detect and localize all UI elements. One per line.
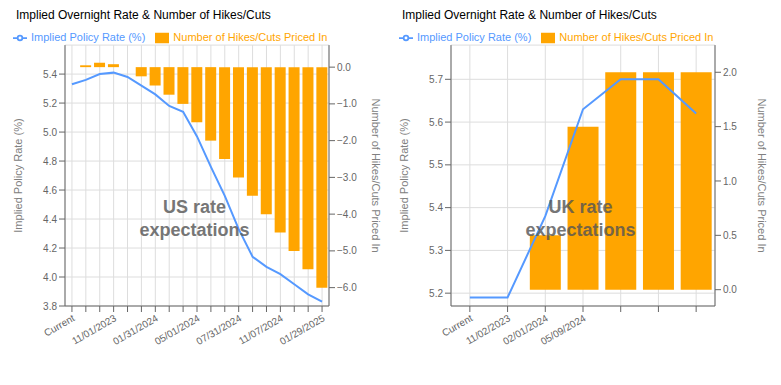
svg-text:01/29/2025: 01/29/2025 [278, 312, 327, 347]
svg-text:11/01/2023: 11/01/2023 [70, 312, 119, 346]
svg-text:5.4: 5.4 [429, 202, 443, 213]
svg-text:1.0: 1.0 [723, 176, 737, 187]
svg-text:4.8: 4.8 [43, 156, 57, 167]
svg-text:Implied Policy Rate (%): Implied Policy Rate (%) [12, 118, 24, 232]
svg-text:5.0: 5.0 [43, 127, 57, 138]
svg-text:05/01/2024: 05/01/2024 [153, 312, 202, 347]
svg-text:Number of Hikes/Cuts Priced In: Number of Hikes/Cuts Priced In [756, 99, 768, 253]
svg-text:−1.0: −1.0 [337, 98, 357, 109]
svg-text:−5.0: −5.0 [337, 245, 357, 256]
html-text:Implied Policy Rate (%): Implied Policy Rate (%) [417, 31, 532, 43]
svg-text:4.4: 4.4 [43, 214, 57, 225]
svg-text:11/07/2024: 11/07/2024 [237, 312, 286, 346]
svg-text:0.5: 0.5 [723, 230, 737, 241]
svg-text:5.6: 5.6 [429, 117, 443, 128]
svg-text:3.8: 3.8 [43, 301, 57, 312]
svg-text:2.0: 2.0 [723, 67, 737, 78]
svg-text:5.3: 5.3 [429, 245, 443, 256]
html-text:Number of Hikes/Cuts Priced In: Number of Hikes/Cuts Priced In [173, 31, 328, 43]
svg-text:4.6: 4.6 [43, 185, 57, 196]
svg-text:11/02/2023: 11/02/2023 [463, 312, 513, 347]
svg-text:4.2: 4.2 [43, 243, 57, 254]
svg-text:−4.0: −4.0 [337, 209, 357, 220]
html-text:Implied Overnight Rate & Numbe: Implied Overnight Rate & Number of Hikes… [402, 8, 657, 22]
svg-text:−2.0: −2.0 [337, 135, 357, 146]
svg-text:1.5: 1.5 [723, 121, 737, 132]
html-text:Implied Overnight Rate & Numbe: Implied Overnight Rate & Number of Hikes… [16, 8, 271, 22]
svg-text:−3.0: −3.0 [337, 172, 357, 183]
svg-text:5.4: 5.4 [43, 69, 57, 80]
svg-text:5.7: 5.7 [429, 74, 443, 85]
svg-text:Number of Hikes/Cuts Priced In: Number of Hikes/Cuts Priced In [370, 99, 382, 253]
svg-text:01/31/2024: 01/31/2024 [111, 312, 160, 347]
svg-text:5.2: 5.2 [429, 288, 443, 299]
svg-text:0.0: 0.0 [337, 62, 351, 73]
svg-text:4.0: 4.0 [43, 272, 57, 283]
svg-text:5.5: 5.5 [429, 159, 443, 170]
svg-text:07/31/2024: 07/31/2024 [194, 312, 243, 347]
svg-text:Current: Current [440, 312, 475, 339]
html-text:Implied Policy Rate (%): Implied Policy Rate (%) [31, 31, 146, 43]
html-text:Number of Hikes/Cuts Priced In: Number of Hikes/Cuts Priced In [559, 31, 714, 43]
svg-text:Implied Policy Rate (%): Implied Policy Rate (%) [398, 118, 410, 232]
svg-text:5.2: 5.2 [43, 98, 57, 109]
html-text:UK rate expectations: UK rate expectations [525, 197, 636, 241]
svg-text:0.0: 0.0 [723, 284, 737, 295]
svg-text:Current: Current [42, 312, 77, 338]
svg-text:−6.0: −6.0 [337, 282, 357, 293]
svg-text:05/09/2024: 05/09/2024 [539, 312, 588, 347]
html-text:US rate expectations: US rate expectations [139, 197, 250, 241]
svg-text:02/01/2024: 02/01/2024 [501, 312, 550, 347]
